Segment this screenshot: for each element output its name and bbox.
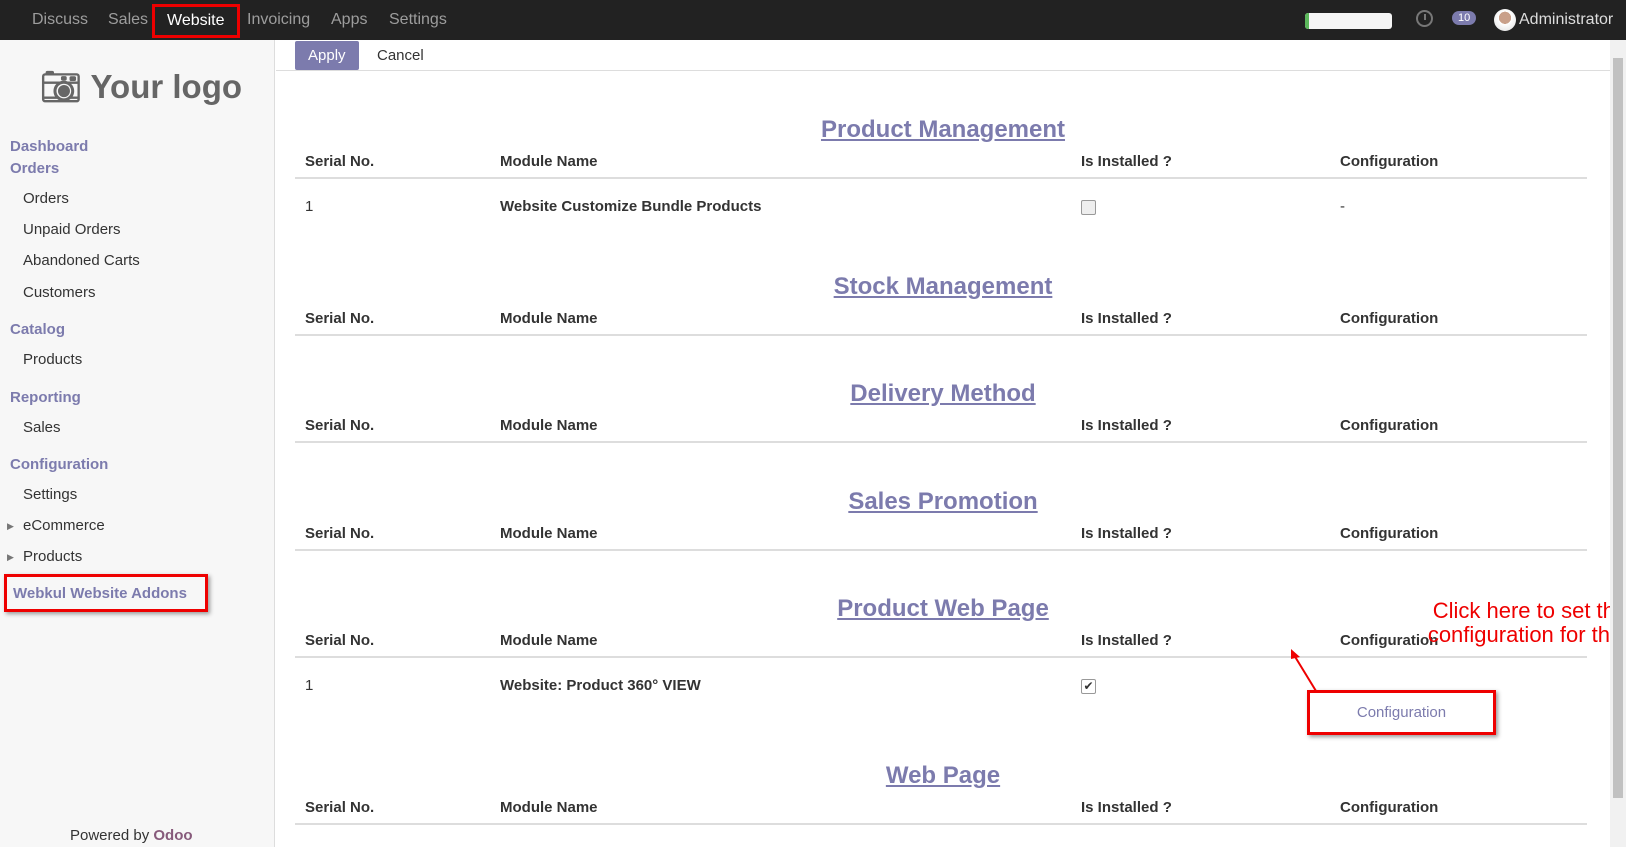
section-title: Web Page [885,762,1001,789]
installed-checkbox[interactable] [1081,200,1096,215]
module-name-cell: Website Customize Bundle Products [500,198,762,215]
configuration-header: Configuration [1340,632,1439,649]
divider [295,549,1587,551]
installed-header: Is Installed ? [1081,153,1172,170]
divider [295,441,1587,443]
module-header: Module Name [500,632,598,649]
nav-discuss[interactable]: Discuss [32,11,89,28]
installed-checkbox[interactable]: ✔ [1081,679,1096,694]
installed-header: Is Installed ? [1081,799,1172,816]
serial-header: Serial No. [305,525,375,542]
section-title: Delivery Method [850,380,1036,407]
configuration-header: Configuration [1340,799,1439,816]
sidebar-catalog-header[interactable]: Catalog [10,321,66,338]
serial-cell: 1 [305,677,314,694]
serial-header: Serial No. [305,310,375,327]
divider [295,177,1587,179]
powered-by: Powered by Odoo [70,827,193,844]
caret-right-icon: ▶ [7,552,14,562]
serial-header: Serial No. [305,632,375,649]
module-header: Module Name [500,525,598,542]
odoo-link[interactable]: Odoo [153,827,193,844]
sidebar-orders-header[interactable]: Orders [10,160,60,177]
nav-website[interactable]: Website [152,4,240,38]
caret-right-icon: ▶ [7,521,14,531]
configuration-header: Configuration [1340,417,1439,434]
cancel-button[interactable]: Cancel [377,47,424,64]
divider [295,823,1587,825]
nav-sales[interactable]: Sales [108,11,149,28]
module-header: Module Name [500,417,598,434]
sidebar: 📷︎ Your logo Dashboard Orders Orders Unp… [0,40,275,847]
clock-icon[interactable] [1416,10,1433,27]
installed-header: Is Installed ? [1081,525,1172,542]
serial-header: Serial No. [305,153,375,170]
serial-header: Serial No. [305,799,375,816]
installed-header: Is Installed ? [1081,310,1172,327]
avatar[interactable] [1494,9,1516,31]
divider [295,334,1587,336]
section-title: Sales Promotion [848,488,1038,515]
sidebar-item-abandoned-carts[interactable]: Abandoned Carts [23,252,140,269]
sidebar-dashboard[interactable]: Dashboard [10,138,89,155]
divider [295,656,1587,658]
configuration-header: Configuration [1340,310,1439,327]
logo[interactable]: 📷︎ Your logo [40,68,243,105]
nav-apps[interactable]: Apps [331,11,368,28]
module-header: Module Name [500,310,598,327]
user-menu[interactable]: Administrator [1519,11,1614,28]
main-content: Product Management Serial No. Module Name I… [276,71,1626,847]
progress-bar[interactable] [1305,13,1392,29]
module-header: Module Name [500,153,598,170]
configuration-cell: - [1340,198,1345,215]
installed-header: Is Installed ? [1081,632,1172,649]
apply-button[interactable]: Apply [295,41,359,70]
configuration-header: Configuration [1340,525,1439,542]
sidebar-item-ecommerce[interactable]: eCommerce [23,517,105,534]
section-title: Stock Management [833,273,1053,300]
serial-header: Serial No. [305,417,375,434]
configuration-header: Configuration [1340,153,1439,170]
section-title: Product Web Page [837,595,1049,622]
annotation-arrow [1291,649,1317,692]
nav-settings[interactable]: Settings [389,11,447,28]
serial-cell: 1 [305,198,314,215]
chat-badge[interactable]: 10 [1452,11,1477,25]
module-header: Module Name [500,799,598,816]
section-title: Product Management [820,116,1066,143]
control-panel: Apply Cancel [276,40,1610,71]
camera-icon: 📷︎ [40,68,82,105]
sidebar-item-webkul-addons[interactable]: Webkul Website Addons [4,574,208,612]
sidebar-item-customers[interactable]: Customers [23,284,96,301]
sidebar-item-orders[interactable]: Orders [23,190,69,207]
sidebar-item-unpaid-orders[interactable]: Unpaid Orders [23,221,121,238]
sidebar-reporting-header[interactable]: Reporting [10,389,81,406]
sidebar-item-products[interactable]: Products [23,351,83,368]
top-navbar: Discuss Sales Website Invoicing Apps Set… [0,0,1626,40]
sidebar-item-config-products[interactable]: Products [23,548,83,565]
nav-invoicing[interactable]: Invoicing [247,11,311,28]
installed-header: Is Installed ? [1081,417,1172,434]
module-name-cell: Website: Product 360° VIEW [500,677,701,694]
annotation-text: Click here to set the defaultconfigurati… [1427,598,1626,647]
scrollbar[interactable] [1610,40,1626,847]
sidebar-item-sales[interactable]: Sales [23,419,61,436]
sidebar-item-settings[interactable]: Settings [23,486,78,503]
configuration-button[interactable]: Configuration [1307,690,1496,735]
sidebar-configuration-header[interactable]: Configuration [10,456,109,473]
